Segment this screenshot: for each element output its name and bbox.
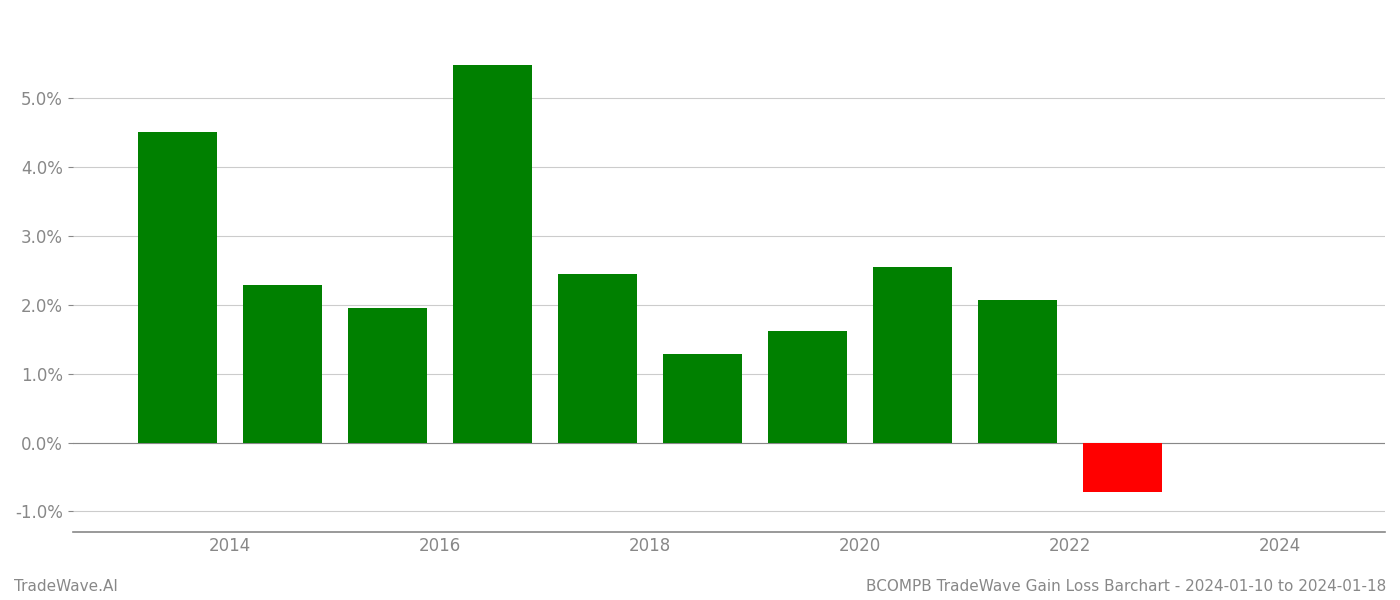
Bar	[454, 65, 532, 443]
Bar	[769, 331, 847, 443]
Bar	[874, 266, 952, 443]
Bar	[664, 354, 742, 443]
Text: BCOMPB TradeWave Gain Loss Barchart - 2024-01-10 to 2024-01-18: BCOMPB TradeWave Gain Loss Barchart - 20…	[865, 579, 1386, 594]
Bar	[979, 300, 1057, 443]
Bar	[139, 132, 217, 443]
Bar	[1084, 443, 1162, 492]
Bar	[244, 285, 322, 443]
Bar	[349, 308, 427, 443]
Text: TradeWave.AI: TradeWave.AI	[14, 579, 118, 594]
Bar	[559, 274, 637, 443]
